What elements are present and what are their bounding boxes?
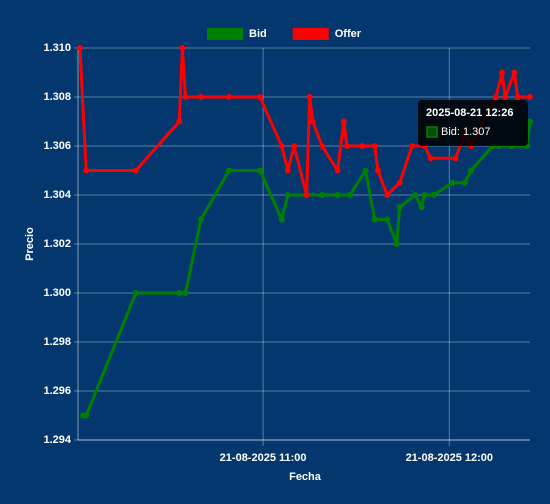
x-axis-title: Fecha <box>289 471 322 483</box>
data-point <box>176 118 183 125</box>
data-point <box>132 167 139 174</box>
data-point <box>182 290 189 296</box>
data-point <box>502 94 509 100</box>
data-point <box>257 94 263 100</box>
y-tick-label: 1.298 <box>43 336 71 348</box>
data-point <box>257 167 263 174</box>
data-point <box>319 143 326 149</box>
data-point <box>374 167 381 174</box>
data-point <box>384 216 391 223</box>
tooltip-swatch <box>426 126 438 138</box>
data-point <box>284 167 291 174</box>
data-point <box>499 69 506 76</box>
data-point <box>371 143 378 149</box>
data-point <box>306 94 313 100</box>
y-tick-label: 1.306 <box>43 140 71 152</box>
legend-label: Offer <box>335 28 362 40</box>
data-point <box>359 143 366 149</box>
data-point <box>430 192 437 198</box>
tooltip: 2025-08-21 12:26 Bid: 1.307 <box>418 100 528 146</box>
data-point <box>427 155 434 162</box>
data-point <box>527 118 533 125</box>
data-point <box>225 94 232 100</box>
data-point <box>132 290 139 296</box>
data-point <box>362 167 369 174</box>
legend: Bid Offer <box>207 28 362 40</box>
data-point <box>198 94 205 100</box>
data-point <box>343 143 350 149</box>
data-point <box>182 94 189 100</box>
data-point <box>371 216 378 223</box>
data-point <box>278 143 285 149</box>
y-tick-label: 1.304 <box>43 189 71 201</box>
data-point <box>347 192 353 198</box>
data-point <box>83 412 90 419</box>
tooltip-body: Bid: 1.307 <box>441 126 491 138</box>
x-tick-label: 21-08-2025 11:00 <box>220 452 307 464</box>
data-point <box>511 69 518 76</box>
data-point <box>309 118 316 125</box>
data-point <box>334 192 341 198</box>
data-point <box>461 179 468 186</box>
data-point <box>284 192 291 198</box>
data-point <box>384 192 391 198</box>
plot-lines <box>77 45 533 419</box>
data-point <box>396 204 403 211</box>
y-tick-label: 1.310 <box>43 42 71 54</box>
y-tick-label: 1.294 <box>43 434 71 446</box>
data-point <box>176 290 183 296</box>
data-point <box>291 143 298 149</box>
legend-swatch <box>292 28 329 40</box>
data-point <box>449 179 456 186</box>
data-point <box>396 179 403 186</box>
data-point <box>303 192 310 198</box>
data-point <box>179 45 186 51</box>
data-point <box>393 241 400 247</box>
data-point <box>198 216 205 223</box>
y-tick-label: 1.300 <box>43 287 71 299</box>
legend-label: Bid <box>249 28 267 40</box>
y-axis-title: Precio <box>24 227 36 261</box>
tooltip-title: 2025-08-21 12:26 <box>426 107 513 119</box>
data-point <box>527 94 533 100</box>
legend-swatch <box>207 28 243 40</box>
y-tick-label: 1.296 <box>43 385 71 397</box>
data-point <box>225 167 232 174</box>
data-point <box>514 94 521 100</box>
y-tick-label: 1.302 <box>43 238 71 250</box>
data-point <box>278 216 285 223</box>
data-point <box>83 167 90 174</box>
data-point <box>452 155 459 162</box>
data-point <box>468 167 475 174</box>
tooltip-box <box>418 100 528 146</box>
data-point <box>492 94 499 100</box>
data-point <box>319 192 326 198</box>
data-point <box>409 143 416 149</box>
data-point <box>340 118 347 125</box>
data-point <box>334 167 341 174</box>
x-tick-label: 21-08-2025 12:00 <box>406 452 493 464</box>
data-point <box>412 192 419 198</box>
data-point <box>418 204 425 211</box>
data-point <box>421 192 428 198</box>
y-tick-label: 1.308 <box>43 91 71 103</box>
data-point <box>77 45 83 51</box>
